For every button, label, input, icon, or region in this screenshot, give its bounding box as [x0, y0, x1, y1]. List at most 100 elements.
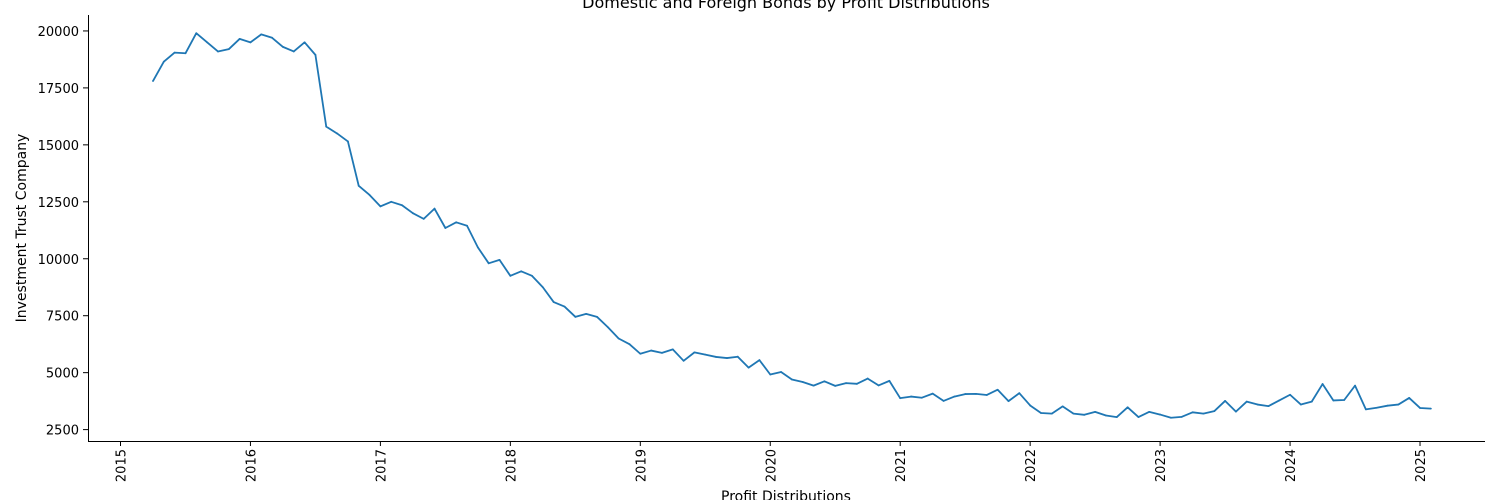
data-point — [1061, 405, 1064, 408]
data-point — [617, 337, 620, 340]
data-point — [845, 382, 847, 385]
data-point — [585, 312, 588, 315]
data-point — [260, 33, 263, 36]
data-point — [899, 397, 902, 400]
data-point — [953, 395, 956, 398]
data-point — [336, 132, 338, 135]
data-point — [650, 349, 653, 352]
data-point — [1235, 410, 1237, 413]
data-point — [758, 359, 761, 362]
data-point — [1040, 412, 1042, 414]
y-tick-label: 17500 — [38, 82, 79, 97]
x-tick-label: 2024 — [1284, 449, 1299, 482]
data-point — [520, 270, 523, 273]
data-point — [1300, 403, 1302, 406]
y-axis-title: Investment Trust Company — [14, 134, 30, 323]
data-point — [704, 353, 707, 356]
data-point — [1375, 406, 1378, 409]
data-point — [347, 140, 349, 143]
data-point — [325, 125, 328, 128]
y-tick-label: 2500 — [46, 424, 79, 439]
data-point — [801, 381, 804, 383]
data-point — [596, 315, 598, 318]
data-point — [639, 352, 642, 355]
data-point — [1267, 405, 1270, 408]
data-point — [303, 41, 306, 44]
data-point — [379, 205, 382, 208]
data-point — [1256, 403, 1259, 406]
data-point — [628, 343, 631, 346]
data-point — [1137, 416, 1140, 418]
data-point — [769, 373, 772, 376]
data-point — [1202, 412, 1205, 415]
data-point — [1180, 415, 1183, 418]
data-point — [238, 38, 241, 40]
data-point — [1310, 400, 1313, 403]
data-point — [227, 48, 230, 51]
data-point — [498, 258, 501, 261]
y-tick-label: 15000 — [38, 139, 79, 154]
data-point — [314, 53, 317, 56]
data-point — [1191, 411, 1194, 414]
y-tick-label: 20000 — [38, 25, 79, 40]
data-point — [1083, 413, 1086, 416]
data-point — [173, 51, 176, 54]
data-point — [1289, 393, 1291, 396]
data-point — [357, 184, 360, 187]
data-point — [910, 395, 912, 398]
data-point — [866, 377, 869, 380]
data-point — [282, 45, 284, 48]
data-point — [509, 274, 512, 277]
data-point — [747, 366, 750, 369]
data-point — [1050, 412, 1053, 415]
y-tick-label: 5000 — [46, 367, 79, 382]
data-point — [195, 32, 198, 35]
data-point — [671, 348, 674, 351]
data-point — [964, 393, 967, 395]
data-point — [1029, 404, 1032, 407]
data-point — [1115, 416, 1118, 418]
x-axis-ticks: 2015 2016 2017 2018 2019 2020 2021 2022 2023 2024… — [114, 441, 1429, 482]
data-point — [812, 384, 815, 387]
data-point — [466, 224, 468, 227]
data-point — [1354, 384, 1356, 387]
data-point — [834, 384, 837, 387]
data-point — [661, 351, 663, 354]
data-point — [942, 400, 945, 402]
data-point — [1007, 400, 1010, 403]
data-point — [736, 355, 739, 358]
data-point — [1094, 410, 1097, 413]
y-axis-ticks: 2500 5000 7500 10000 12500 15000 17500 20000 — [38, 25, 88, 439]
data-point — [444, 227, 447, 229]
x-tick-label: 2019 — [634, 449, 649, 482]
data-point — [985, 394, 988, 396]
data-point — [1408, 397, 1411, 399]
chart-title: Domestic and Foreign Bonds by Profit Dis… — [582, 0, 990, 12]
data-point — [390, 200, 393, 203]
data-point — [888, 379, 891, 382]
y-tick-label: 10000 — [38, 253, 79, 268]
data-point — [455, 221, 458, 224]
data-point — [877, 384, 880, 387]
data-point — [1170, 416, 1172, 419]
data-point — [476, 246, 479, 249]
data-point — [411, 212, 414, 215]
data-point — [682, 359, 685, 362]
data-point — [855, 382, 858, 385]
data-point — [1105, 414, 1107, 417]
plot-area — [152, 32, 1432, 419]
data-point — [563, 305, 566, 308]
data-point — [1397, 403, 1400, 406]
x-tick-label: 2017 — [374, 449, 389, 482]
data-point — [780, 371, 782, 373]
data-point — [1386, 404, 1389, 407]
data-point — [1213, 410, 1216, 413]
data-point — [1159, 413, 1162, 416]
data-point — [726, 357, 728, 359]
data-point — [271, 36, 273, 39]
x-tick-label: 2022 — [1024, 449, 1039, 482]
x-axis-title: Profit Distributions — [721, 489, 851, 500]
data-point — [552, 301, 555, 303]
data-point — [975, 392, 977, 395]
